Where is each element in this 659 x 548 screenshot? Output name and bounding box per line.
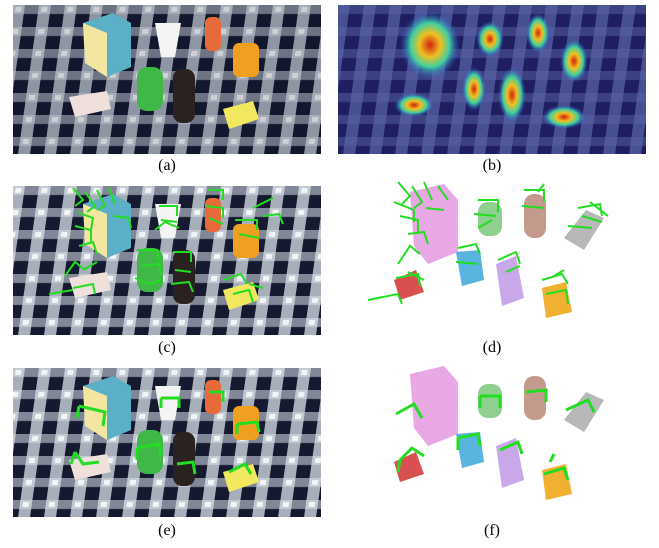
panel-c-rgb-dense-grasps [13,186,321,335]
caption-b: (b) [482,157,502,174]
caption-f: (f) [484,522,500,539]
panel-e-rgb-filtered-grasps [13,368,321,517]
caption-e: (e) [158,522,176,539]
panel-f-pointcloud-filtered-grasps [338,362,646,517]
caption-d: (d) [482,339,502,356]
panel-a-rgb-scene [13,5,321,154]
panel-d-pointcloud-dense-grasps [338,180,646,335]
panel-b-heatmap [338,5,646,154]
caption-a: (a) [158,157,176,174]
caption-c: (c) [158,339,176,356]
